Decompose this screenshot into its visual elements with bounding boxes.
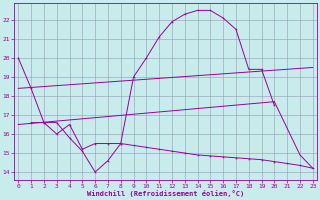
X-axis label: Windchill (Refroidissement éolien,°C): Windchill (Refroidissement éolien,°C) bbox=[87, 190, 244, 197]
